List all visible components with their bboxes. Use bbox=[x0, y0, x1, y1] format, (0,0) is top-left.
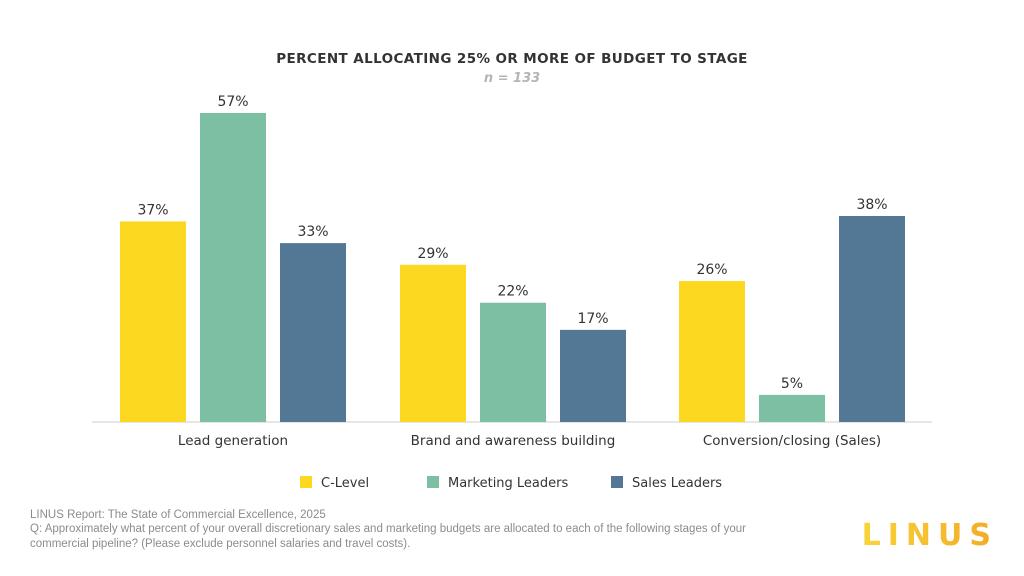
category-label-conversion-closing-sales: Conversion/closing (Sales) bbox=[703, 433, 881, 449]
bar-conversion-closing-sales-marketing-leaders bbox=[759, 394, 825, 422]
legend-swatch-c-level bbox=[300, 476, 312, 488]
chart-title: PERCENT ALLOCATING 25% OR MORE OF BUDGET… bbox=[276, 51, 748, 67]
footnote-source: LINUS Report: The State of Commercial Ex… bbox=[30, 509, 326, 521]
data-label-lead-generation-sales-leaders: 33% bbox=[297, 224, 328, 240]
category-label-brand-and-awareness-building: Brand and awareness building bbox=[411, 433, 616, 449]
legend-label-marketing-leaders: Marketing Leaders bbox=[448, 476, 568, 491]
data-label-conversion-closing-sales-marketing-leaders: 5% bbox=[781, 376, 803, 392]
data-label-conversion-closing-sales-c-level: 26% bbox=[696, 262, 727, 278]
linus-logo: LINUS bbox=[861, 518, 998, 553]
bar-lead-generation-sales-leaders bbox=[280, 243, 346, 422]
legend-label-c-level: C-Level bbox=[321, 476, 369, 491]
footnote-question-line1: Q: Approximately what percent of your ov… bbox=[30, 523, 746, 535]
legend: C-Level Marketing Leaders Sales Leaders bbox=[300, 476, 722, 491]
bar-lead-generation-c-level bbox=[120, 221, 186, 422]
footnote-question-line2: commercial pipeline? (Please exclude per… bbox=[30, 538, 411, 550]
bar-conversion-closing-sales-sales-leaders bbox=[839, 216, 905, 422]
data-label-brand-and-awareness-building-c-level: 29% bbox=[417, 246, 448, 262]
bar-lead-generation-marketing-leaders bbox=[200, 113, 266, 422]
category-label-lead-generation: Lead generation bbox=[178, 433, 288, 449]
data-label-lead-generation-marketing-leaders: 57% bbox=[217, 94, 248, 110]
chart-subtitle: n = 133 bbox=[484, 71, 540, 86]
legend-swatch-marketing-leaders bbox=[427, 476, 439, 488]
data-label-brand-and-awareness-building-marketing-leaders: 22% bbox=[497, 284, 528, 300]
data-label-brand-and-awareness-building-sales-leaders: 17% bbox=[577, 311, 608, 327]
bar-brand-and-awareness-building-marketing-leaders bbox=[480, 302, 546, 422]
legend-swatch-sales-leaders bbox=[611, 476, 623, 488]
bar-brand-and-awareness-building-c-level bbox=[400, 264, 466, 422]
bars-group: 37% 57% 33% Lead generation 29% 22% 17% Brand a… bbox=[120, 94, 905, 449]
data-label-lead-generation-c-level: 37% bbox=[137, 202, 168, 218]
data-label-conversion-closing-sales-sales-leaders: 38% bbox=[856, 197, 887, 213]
bar-conversion-closing-sales-c-level bbox=[679, 281, 745, 422]
bar-brand-and-awareness-building-sales-leaders bbox=[560, 329, 626, 422]
legend-label-sales-leaders: Sales Leaders bbox=[632, 476, 722, 491]
